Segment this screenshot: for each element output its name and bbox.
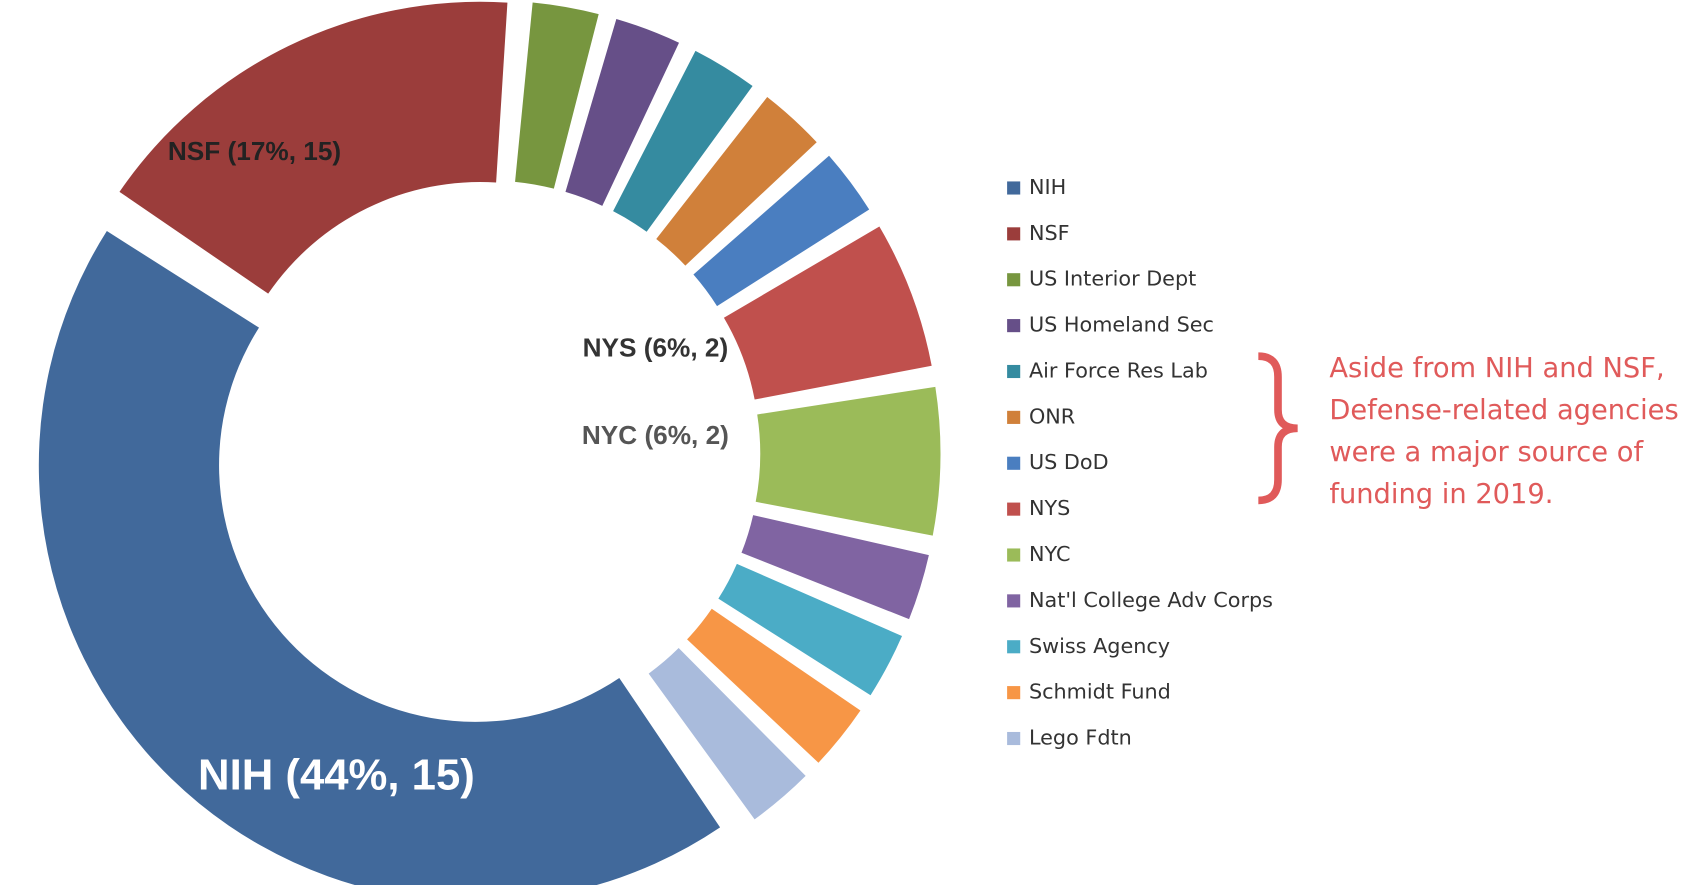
legend-label: US DoD (1029, 450, 1109, 474)
legend-label: Nat'l College Adv Corps (1029, 588, 1273, 612)
annotation: Aside from NIH and NSF, (1329, 353, 1664, 384)
legend-swatch (1007, 364, 1021, 379)
slice (565, 18, 680, 206)
legend-swatch (1007, 456, 1021, 470)
legend-swatch (1007, 640, 1021, 654)
legend-label: NYS (1029, 496, 1070, 520)
legend-swatch (1007, 686, 1021, 700)
data-label: NSF (17%, 15) (168, 136, 341, 166)
legend-label: Air Force Res Lab (1029, 359, 1208, 383)
legend-label: Swiss Agency (1029, 634, 1170, 658)
slice (38, 231, 721, 885)
legend-swatch (1007, 319, 1021, 333)
legend-swatch (1007, 181, 1021, 195)
slice (718, 563, 903, 696)
slice (741, 515, 929, 620)
slice (119, 1, 508, 294)
bracket (1258, 352, 1298, 505)
slice (515, 2, 599, 189)
legend-swatch (1007, 548, 1021, 562)
data-label: NIH (44%, 15) (198, 750, 475, 799)
legend-label: US Homeland Sec (1029, 313, 1214, 337)
data-label: NYS (6%, 2) (583, 333, 729, 363)
legend-swatch (1007, 502, 1021, 516)
slice (648, 648, 806, 820)
legend-label: US Interior Dept (1029, 267, 1196, 291)
slice (755, 386, 941, 536)
legend-swatch (1007, 731, 1021, 746)
annotation: funding in 2019. (1329, 479, 1553, 510)
legend-swatch (1007, 273, 1021, 287)
slice (723, 226, 932, 400)
legend-label: Schmidt Fund (1029, 680, 1171, 704)
slice (687, 608, 861, 763)
slice (656, 97, 817, 266)
legend-label: ONR (1029, 404, 1075, 428)
legend-swatch (1007, 410, 1021, 424)
data-label: NYC (6%, 2) (582, 420, 729, 450)
legend-label: NIH (1029, 175, 1066, 199)
legend-swatch (1007, 594, 1021, 608)
legend-label: NSF (1029, 221, 1070, 245)
slice (693, 155, 870, 307)
annotation: Defense-related agencies (1329, 395, 1678, 426)
legend-label: Lego Fdtn (1029, 726, 1132, 750)
legend-label: NYC (1029, 542, 1071, 566)
annotation: were a major source of (1329, 437, 1644, 468)
slice (613, 50, 753, 232)
legend-swatch (1007, 227, 1021, 241)
